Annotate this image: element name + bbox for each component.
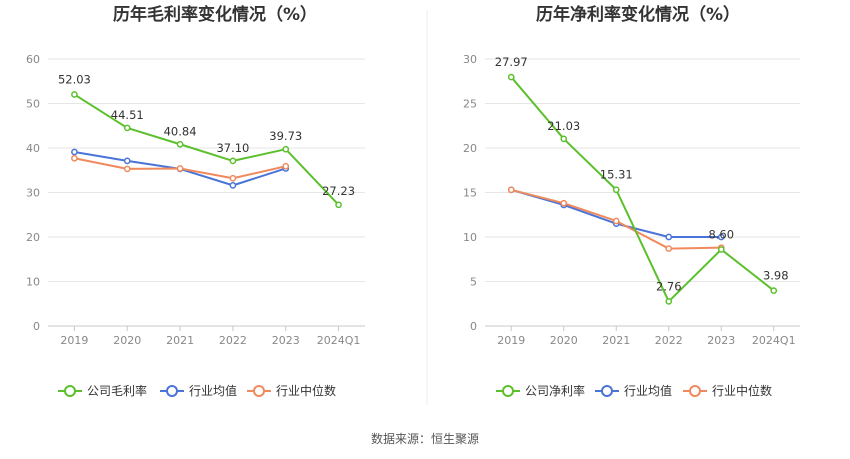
data-label: 27.23 bbox=[322, 184, 355, 198]
x-tick-label: 2023 bbox=[272, 334, 300, 347]
legend-marker-icon bbox=[502, 385, 514, 397]
x-tick-label: 2022 bbox=[219, 334, 247, 347]
y-tick-label: 20 bbox=[26, 231, 40, 244]
x-tick-label: 2021 bbox=[602, 334, 630, 347]
x-tick-label: 2022 bbox=[655, 334, 683, 347]
x-tick-label: 2024Q1 bbox=[752, 334, 796, 347]
gross-margin-legend[interactable]: 公司毛利率 行业均值 行业中位数 bbox=[58, 383, 336, 398]
data-label: 21.03 bbox=[547, 119, 580, 133]
data-label: 37.10 bbox=[216, 141, 249, 155]
legend-label: 公司毛利率 bbox=[87, 383, 147, 398]
data-point[interactable] bbox=[612, 186, 620, 194]
series-line bbox=[73, 93, 340, 206]
gross-margin-series: 52.03 44.51 40.84 37.10 39.73 27.23 bbox=[58, 72, 355, 209]
gross-margin-gridlines: 0 10 20 30 40 50 60 2019 2020 2021 2022 2023 2024Q1 bbox=[26, 53, 365, 347]
data-label: 8.60 bbox=[708, 227, 734, 241]
x-tick-label: 2020 bbox=[113, 334, 141, 347]
net-margin-gridlines: 0 5 10 15 20 25 30 2019 2020 2021 2022 2023 2024Q1 bbox=[463, 53, 800, 347]
legend-marker-icon bbox=[166, 385, 178, 397]
data-point[interactable] bbox=[665, 245, 673, 252]
net-margin-legend[interactable]: 公司净利率 行业均值 行业中位数 bbox=[496, 383, 772, 398]
x-tick-label: 2020 bbox=[550, 334, 578, 347]
gross-margin-chart-title: 历年毛利率变化情况（%） bbox=[113, 4, 317, 25]
y-tick-label: 30 bbox=[463, 53, 477, 66]
data-point[interactable] bbox=[123, 124, 131, 132]
y-tick-label: 30 bbox=[26, 187, 40, 200]
y-tick-label: 10 bbox=[26, 276, 40, 289]
data-point[interactable] bbox=[560, 199, 568, 207]
net-margin-chart: 历年净利率变化情况（%） 0 5 10 15 20 25 30 2019 2020 2021 202… bbox=[463, 4, 800, 398]
legend-marker-icon bbox=[689, 385, 701, 397]
data-label: 52.03 bbox=[58, 72, 91, 86]
y-tick-label: 10 bbox=[463, 231, 477, 244]
data-point[interactable] bbox=[229, 157, 237, 165]
legend-label: 行业中位数 bbox=[276, 383, 336, 398]
net-margin-series: 27.97 21.03 15.31 2.76 8.60 3.98 bbox=[495, 55, 789, 305]
y-tick-label: 15 bbox=[463, 187, 477, 200]
data-point[interactable] bbox=[176, 140, 184, 148]
data-point[interactable] bbox=[71, 91, 78, 98]
data-point[interactable] bbox=[335, 201, 342, 209]
legend-item[interactable]: 行业中位数 bbox=[247, 383, 336, 398]
data-source-note: 数据来源：恒生聚源 bbox=[371, 431, 479, 446]
legend-label: 公司净利率 bbox=[525, 383, 585, 398]
data-point[interactable] bbox=[123, 165, 131, 173]
data-point[interactable] bbox=[717, 246, 725, 253]
legend-item[interactable]: 公司净利率 bbox=[496, 383, 585, 398]
legend-item[interactable]: 行业中位数 bbox=[683, 383, 772, 398]
y-tick-label: 50 bbox=[26, 98, 40, 111]
y-tick-label: 20 bbox=[463, 142, 477, 155]
y-tick-label: 40 bbox=[26, 142, 40, 155]
x-tick-label: 2019 bbox=[60, 334, 88, 347]
data-point[interactable] bbox=[770, 287, 778, 294]
gross-margin-chart: 历年毛利率变化情况（%） 0 10 20 30 40 50 60 2019 2020 2021 20… bbox=[26, 4, 365, 398]
data-point[interactable] bbox=[665, 233, 673, 241]
data-point[interactable] bbox=[229, 174, 237, 182]
y-tick-label: 25 bbox=[463, 98, 477, 111]
data-point[interactable] bbox=[612, 217, 620, 225]
legend-item[interactable]: 行业均值 bbox=[160, 383, 237, 398]
x-tick-label: 2021 bbox=[166, 334, 194, 347]
legend-item[interactable]: 公司毛利率 bbox=[58, 383, 147, 398]
x-tick-label: 2019 bbox=[497, 334, 525, 347]
data-point[interactable] bbox=[665, 298, 673, 305]
data-point[interactable] bbox=[123, 157, 131, 165]
x-tick-label: 2023 bbox=[707, 334, 735, 347]
y-tick-label: 60 bbox=[26, 53, 40, 66]
data-label: 15.31 bbox=[600, 168, 633, 182]
data-point[interactable] bbox=[560, 135, 568, 143]
legend-marker-icon bbox=[601, 385, 613, 397]
legend-item[interactable]: 行业均值 bbox=[595, 383, 672, 398]
data-point[interactable] bbox=[507, 186, 515, 194]
data-label: 2.76 bbox=[656, 279, 682, 293]
series-line bbox=[510, 76, 775, 303]
data-point[interactable] bbox=[507, 73, 515, 81]
data-point[interactable] bbox=[282, 162, 290, 170]
data-label: 44.51 bbox=[111, 108, 144, 122]
data-point[interactable] bbox=[717, 233, 725, 241]
data-point[interactable] bbox=[229, 182, 237, 189]
data-label: 27.97 bbox=[495, 55, 528, 69]
y-tick-label: 5 bbox=[470, 276, 477, 289]
legend-marker-icon bbox=[64, 385, 76, 397]
data-label: 39.73 bbox=[269, 129, 302, 143]
data-point[interactable] bbox=[176, 165, 184, 172]
net-margin-chart-title: 历年净利率变化情况（%） bbox=[536, 4, 740, 25]
data-point[interactable] bbox=[71, 148, 78, 156]
data-point[interactable] bbox=[71, 154, 78, 162]
y-tick-label: 0 bbox=[33, 320, 40, 333]
x-tick-label: 2024Q1 bbox=[317, 334, 361, 347]
data-label: 3.98 bbox=[763, 269, 789, 283]
data-label: 40.84 bbox=[164, 124, 197, 138]
y-tick-label: 0 bbox=[470, 320, 477, 333]
legend-marker-icon bbox=[253, 385, 265, 397]
legend-label: 行业中位数 bbox=[712, 383, 772, 398]
data-point[interactable] bbox=[282, 145, 290, 153]
legend-label: 行业均值 bbox=[624, 383, 672, 398]
legend-label: 行业均值 bbox=[189, 383, 237, 398]
